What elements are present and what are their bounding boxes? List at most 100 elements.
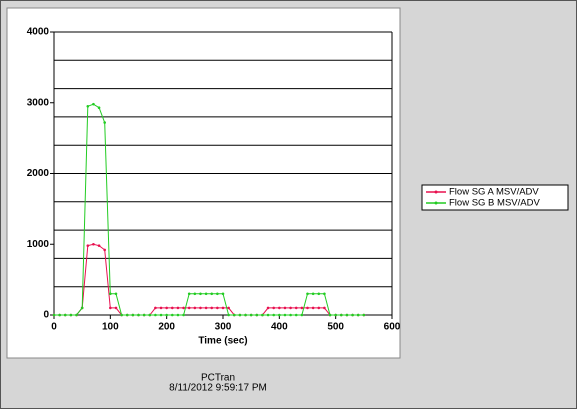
point [317,292,321,296]
point [306,292,309,296]
point [345,313,349,317]
x-axis-label: Time (sec) [198,336,247,347]
point [244,313,247,317]
point [125,313,129,317]
legend [421,184,569,211]
x-tick-label: 0 [51,322,57,333]
point [210,292,214,296]
point [80,306,84,310]
y-tick-label: 3000 [27,97,50,108]
point [266,306,270,310]
legend-marker [434,190,438,194]
point [193,292,197,296]
point [86,104,90,108]
point [351,313,354,317]
point [109,306,112,310]
point [63,313,67,317]
point [311,306,315,310]
point [227,306,230,310]
point [92,102,95,106]
point [97,106,101,110]
point [159,306,163,310]
point [334,313,337,317]
point [176,313,180,317]
point [86,244,90,247]
point [159,313,163,317]
point [165,313,168,317]
point [255,313,259,317]
point [289,313,292,317]
point [283,306,287,310]
point [300,313,304,317]
point [182,313,185,317]
point [154,313,157,317]
point [266,313,270,317]
point [278,306,281,310]
point [362,313,366,317]
point [216,306,219,310]
x-tick-label: 500 [327,322,344,333]
point [261,313,264,317]
point [204,292,208,296]
point [154,306,157,310]
point [340,313,343,317]
point [272,306,276,310]
point [210,306,214,310]
point [221,292,225,296]
point [187,306,191,310]
point [193,306,197,310]
footer-text: 8/11/2012 9:59:17 PM [169,383,267,394]
point [283,313,287,317]
y-tick-label: 1000 [27,239,50,250]
point [232,313,236,317]
point [148,313,152,317]
point [221,306,225,310]
point [97,244,101,247]
point [131,313,135,317]
point [311,292,315,296]
point [171,313,174,317]
point [165,306,168,310]
point [204,306,208,310]
legend-marker [434,201,438,205]
point [137,313,140,317]
x-tick-label: 300 [215,322,232,333]
point [278,313,281,317]
point [328,313,332,317]
point [58,313,61,317]
point [75,313,78,317]
point [109,292,112,296]
point [289,306,292,310]
chart-panel [6,7,401,359]
point [142,313,146,317]
legend-label: Flow SG A MSV/ADV [449,187,539,198]
y-tick-label: 4000 [27,27,50,38]
point [356,313,360,317]
point [52,313,56,317]
point [182,306,185,310]
point [176,306,180,310]
y-tick-label: 2000 [27,168,50,179]
point [294,306,298,310]
x-tick-label: 600 [384,322,401,333]
point [114,292,118,296]
x-tick-label: 100 [102,322,119,333]
point [199,292,202,296]
point [306,306,309,310]
point [187,292,191,296]
point [103,248,106,252]
point [317,306,321,310]
legend-label: Flow SG B MSV/ADV [449,198,540,209]
point [294,313,298,317]
point [323,306,326,310]
y-tick-label: 0 [43,310,49,321]
point [103,121,106,124]
point [216,292,219,296]
point [272,313,276,317]
point [323,292,326,296]
point [171,306,174,310]
point [199,306,202,310]
point [249,313,253,317]
